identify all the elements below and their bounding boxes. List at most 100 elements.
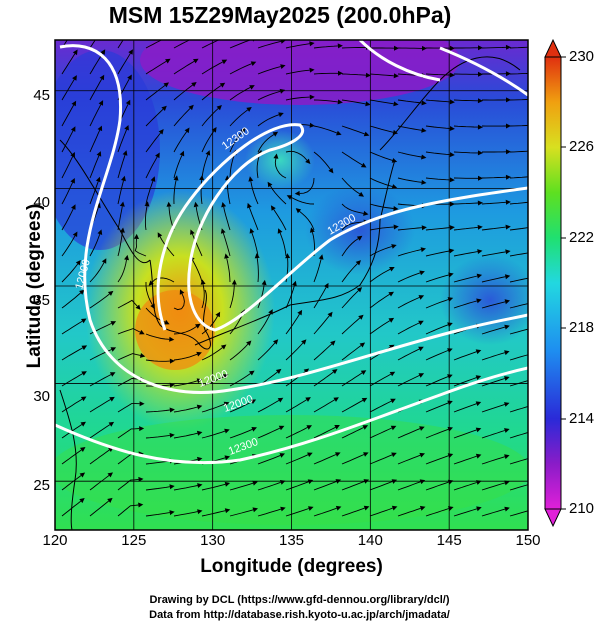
streamline xyxy=(117,259,127,283)
streamline-arrow xyxy=(419,270,425,276)
streamline-arrow xyxy=(307,479,314,485)
streamline xyxy=(201,85,222,101)
streamline xyxy=(369,99,394,105)
streamline-arrow xyxy=(215,311,221,318)
streamline xyxy=(509,98,528,101)
streamline-arrow xyxy=(449,177,455,183)
streamline-arrow xyxy=(231,279,237,285)
streamline-arrow xyxy=(219,82,226,88)
x-tick-label: 125 xyxy=(121,532,147,549)
streamline xyxy=(61,40,68,49)
streamline-arrow xyxy=(449,248,455,254)
streamline-arrow xyxy=(81,318,87,324)
streamline-arrow xyxy=(389,267,395,272)
streamline xyxy=(509,150,528,153)
credit-data-source: Data from http://database.rish.kyoto-u.a… xyxy=(149,609,450,621)
streamline-arrow xyxy=(363,452,369,457)
streamline-arrow xyxy=(449,225,455,231)
streamline-arrow xyxy=(108,421,115,427)
streamline xyxy=(89,293,110,309)
streamline-arrow xyxy=(251,427,257,432)
streamline-arrow xyxy=(532,403,538,408)
streamline-arrow xyxy=(362,425,369,430)
streamline-arrow xyxy=(193,201,199,208)
streamline xyxy=(481,176,507,179)
streamline-arrow xyxy=(75,260,81,266)
streamline-arrow xyxy=(249,85,255,90)
streamline-arrow xyxy=(252,480,258,486)
streamline xyxy=(117,328,141,335)
streamline xyxy=(61,320,83,335)
streamline xyxy=(257,481,281,491)
streamline xyxy=(229,343,249,361)
streamline-arrow xyxy=(197,509,203,515)
streamline xyxy=(285,96,310,101)
streamline xyxy=(145,512,170,517)
streamline xyxy=(481,301,506,309)
streamline-arrow xyxy=(477,200,483,206)
streamline xyxy=(397,507,421,517)
streamline xyxy=(397,454,421,465)
streamline-arrow xyxy=(249,228,255,234)
streamline-arrow xyxy=(330,340,336,346)
streamline xyxy=(453,429,477,439)
streamline xyxy=(117,428,140,439)
streamline-arrow xyxy=(169,407,175,413)
streamline-arrow xyxy=(119,201,125,207)
streamline xyxy=(425,125,450,129)
streamline xyxy=(481,276,506,283)
streamline-arrow xyxy=(504,376,510,381)
lat-lon-grid xyxy=(55,40,528,530)
streamline xyxy=(453,482,477,491)
streamline xyxy=(89,233,101,257)
streamline xyxy=(226,258,231,283)
streamline xyxy=(201,154,209,179)
streamline-arrow xyxy=(419,505,426,511)
streamline-arrow xyxy=(279,88,286,94)
streamline-arrow xyxy=(107,497,113,503)
streamline xyxy=(117,232,123,257)
streamline xyxy=(257,313,271,335)
streamline xyxy=(341,221,364,231)
streamline xyxy=(201,108,219,127)
streamline xyxy=(341,263,358,283)
colorbar xyxy=(544,38,566,528)
streamline xyxy=(117,180,124,205)
streamline-arrow xyxy=(475,349,482,355)
streamline-arrow xyxy=(506,123,511,129)
streamline xyxy=(369,268,391,283)
streamline-arrow xyxy=(504,480,510,486)
streamline-arrow xyxy=(363,505,370,511)
streamline xyxy=(223,206,231,231)
streamline xyxy=(173,155,183,179)
streamline-arrow xyxy=(157,232,163,238)
streamline xyxy=(341,203,364,214)
streamline-arrow xyxy=(125,99,131,106)
streamline-arrow xyxy=(447,400,453,406)
streamline-arrow xyxy=(504,274,511,280)
streamline xyxy=(285,454,309,465)
streamline-arrow xyxy=(360,370,367,375)
streamline-arrow xyxy=(138,476,144,482)
streamline xyxy=(229,131,243,153)
streamline-arrow xyxy=(277,397,284,403)
streamline xyxy=(425,508,449,517)
streamline xyxy=(509,252,528,257)
streamline xyxy=(313,315,330,335)
streamline xyxy=(145,156,158,179)
streamline-arrow xyxy=(280,40,286,44)
streamline-arrow xyxy=(272,131,279,137)
streamline-arrow xyxy=(297,309,303,316)
streamline xyxy=(453,125,479,128)
streamline-arrow xyxy=(80,447,86,452)
colorbar-max-triangle xyxy=(544,38,562,58)
streamline xyxy=(341,151,363,166)
streamline-arrow xyxy=(99,74,105,81)
streamline-arrow xyxy=(318,254,324,260)
streamline-arrow xyxy=(356,235,363,241)
streamline-arrow xyxy=(128,49,133,55)
streamline-arrow xyxy=(97,229,103,235)
streamline-arrow xyxy=(81,345,88,351)
streamline xyxy=(229,373,251,387)
credit-drawing: Drawing by DCL (https://www.gfd-dennou.o… xyxy=(149,594,450,606)
